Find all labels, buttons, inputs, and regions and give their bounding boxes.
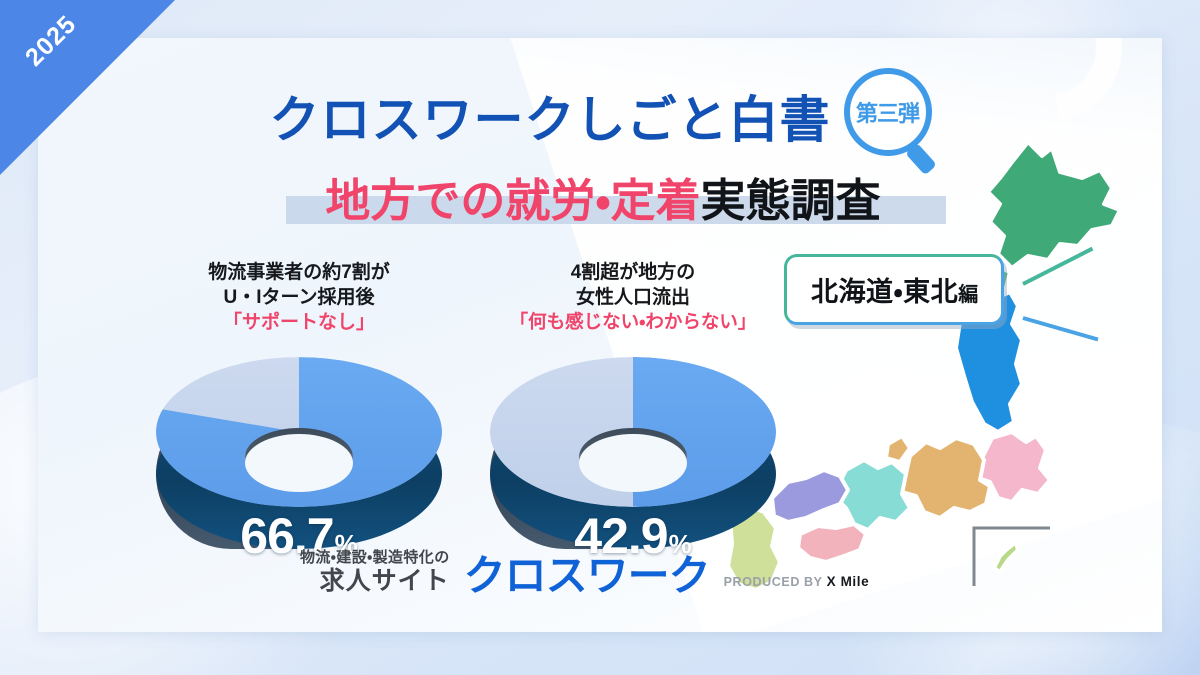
okinawa-inset-bracket (972, 526, 1050, 586)
edition-badge-label: 第三弾 (855, 101, 920, 126)
donut-hole (245, 434, 353, 493)
stat-headline-line-2: 女性人口流出 (575, 287, 690, 309)
stat-headline-line-3: 「サポートなし」 (222, 312, 375, 334)
stat-headline-line-3: 「何も感じない・わからない」 (509, 311, 757, 333)
subtitle-plain-text: 実態調査 (700, 175, 881, 227)
subtitle-highlight-text: 地方での就労・定着 (325, 175, 701, 227)
footer-tagline: 物流・建設・製造特化の 求人サイト (300, 549, 450, 596)
subtitle-row: 地方での就労・定着実態調査 (188, 164, 1018, 226)
donut-hole (579, 433, 687, 492)
map-region-chubu-tip (884, 434, 912, 464)
donut-chart-logistics-support: 66.7% (156, 357, 442, 564)
callout-arrow-tohoku (1022, 316, 1099, 342)
produced-by-label: PRODUCED BY (723, 575, 823, 589)
region-callout-label: 北海道・東北編 (811, 270, 979, 309)
region-callout-box: 北海道・東北編 (784, 254, 1004, 325)
footer-tagline-line-2: 求人サイト (319, 566, 450, 595)
region-callout-suffix: 編 (958, 284, 979, 306)
stat-headline: 物流事業者の約7割が U・Iターン採用後 「サポートなし」 (134, 260, 464, 335)
region-callout-main: 北海道・東北 (811, 277, 959, 307)
edition-badge: 第三弾 (841, 68, 937, 176)
headline: クロスワークしごと白書 第三弾 地方での就労・定着実態調査 (188, 68, 1018, 226)
corner-ribbon (0, 0, 175, 175)
stat-headline-line-1: 物流事業者の約7割が (208, 262, 390, 283)
producer-name: X Mile (826, 574, 870, 589)
map-region-kinki (834, 458, 912, 532)
stat-block-logistics-support: 物流事業者の約7割が U・Iターン採用後 「サポートなし」 66.7% (134, 260, 464, 564)
footer-tagline-line-1: 物流・建設・製造特化の (300, 548, 450, 566)
page-title: クロスワークしごと白書 (269, 92, 831, 148)
magnifier-icon: 第三弾 (843, 68, 932, 156)
page-subtitle: 地方での就労・定着実態調査 (325, 177, 880, 226)
stat-headline-line-1: 4割超が地方の (570, 262, 696, 283)
crosswork-logo[interactable]: クロスワーク (463, 551, 711, 599)
callout-arrow-hokkaido (1022, 246, 1094, 286)
content-card: クロスワークしごと白書 第三弾 地方での就労・定着実態調査 北海道 (38, 38, 1162, 632)
title-row: クロスワークしごと白書 第三弾 (188, 68, 1018, 176)
map-region-okinawa (992, 540, 1020, 574)
footer-branding: 物流・建設・製造特化の 求人サイト クロスワーク PRODUCED BY X Mi… (300, 549, 870, 599)
map-region-kanto (976, 430, 1052, 504)
produced-by: PRODUCED BY X Mile (724, 574, 870, 589)
donut-chart-female-outflow: 42.9% (490, 356, 776, 564)
stat-headline: 4割超が地方の 女性人口流出 「何も感じない・わからない」 (468, 260, 798, 335)
map-region-chubu (900, 436, 992, 520)
region-callout[interactable]: 北海道・東北編 (784, 246, 1099, 342)
stat-block-female-outflow: 4割超が地方の 女性人口流出 「何も感じない・わからない」 42.9% (468, 260, 798, 564)
stat-headline-line-2: U・Iターン採用後 (223, 287, 375, 309)
